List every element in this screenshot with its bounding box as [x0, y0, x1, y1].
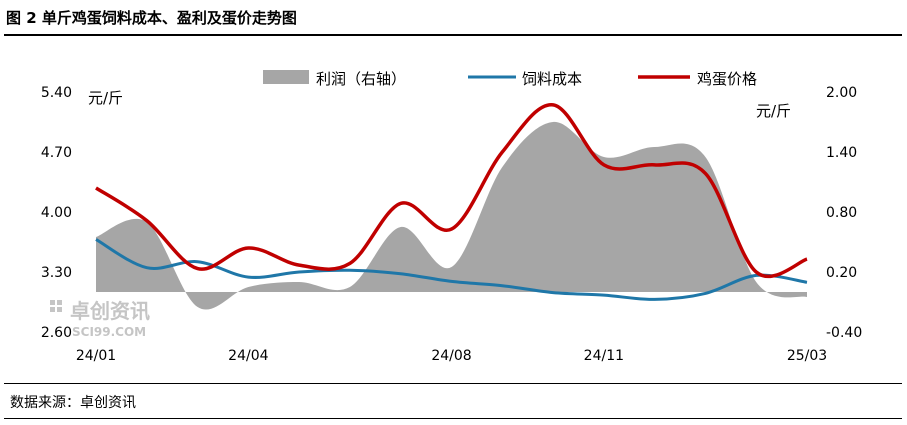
- chart: 卓创资讯 SCI99.COM 24/01 24/04 24/08 24/11 25/03…: [41, 70, 862, 364]
- plot-area: [95, 103, 808, 310]
- y-left-unit: 元/斤: [88, 89, 123, 107]
- y-left-tick-label: 4.00: [41, 205, 72, 221]
- y-left-tick-label: 4.70: [41, 145, 72, 161]
- figure-title: 图 2 单斤鸡蛋饲料成本、盈利及蛋价走势图: [6, 9, 297, 27]
- end-rule: [4, 418, 902, 419]
- watermark: 卓创资讯 SCI99.COM: [50, 299, 150, 339]
- egg-price-line: [95, 103, 808, 279]
- y-right-unit: 元/斤: [756, 102, 791, 120]
- x-axis: 24/01 24/04 24/08 24/11 25/03: [76, 348, 827, 364]
- y-left-tick-label: 5.40: [41, 85, 72, 101]
- y-right-axis: 2.00 1.40 0.80 0.20 -0.40: [826, 85, 862, 341]
- watermark-site: SCI99.COM: [72, 325, 146, 339]
- y-left-tick-label: 3.30: [41, 265, 72, 281]
- y-right-tick-label: 1.40: [826, 145, 857, 161]
- legend-label-profit: 利润（右轴）: [316, 70, 406, 88]
- x-tick-label: 24/11: [584, 348, 624, 364]
- legend: 利润（右轴） 饲料成本 鸡蛋价格: [263, 70, 757, 88]
- y-right-tick-label: -0.40: [826, 325, 862, 341]
- x-tick-label: 24/01: [76, 348, 116, 364]
- bottom-rule: [4, 383, 902, 384]
- legend-swatch-profit: [263, 70, 309, 84]
- legend-label-feed: 饲料成本: [522, 70, 582, 88]
- watermark-name: 卓创资讯: [70, 299, 150, 323]
- y-right-tick-label: 2.00: [826, 85, 857, 101]
- top-rule: [4, 34, 902, 36]
- source-note: 数据来源：卓创资讯: [10, 395, 136, 411]
- y-left-axis: 5.40 4.70 4.00 3.30 2.60: [41, 85, 72, 341]
- y-left-tick-label: 2.60: [41, 325, 72, 341]
- y-right-tick-label: 0.20: [826, 265, 857, 281]
- legend-label-egg: 鸡蛋价格: [697, 70, 757, 88]
- x-tick-label: 25/03: [787, 348, 827, 364]
- y-right-tick-label: 0.80: [826, 205, 857, 221]
- x-tick-label: 24/08: [431, 348, 471, 364]
- x-tick-label: 24/04: [228, 348, 268, 364]
